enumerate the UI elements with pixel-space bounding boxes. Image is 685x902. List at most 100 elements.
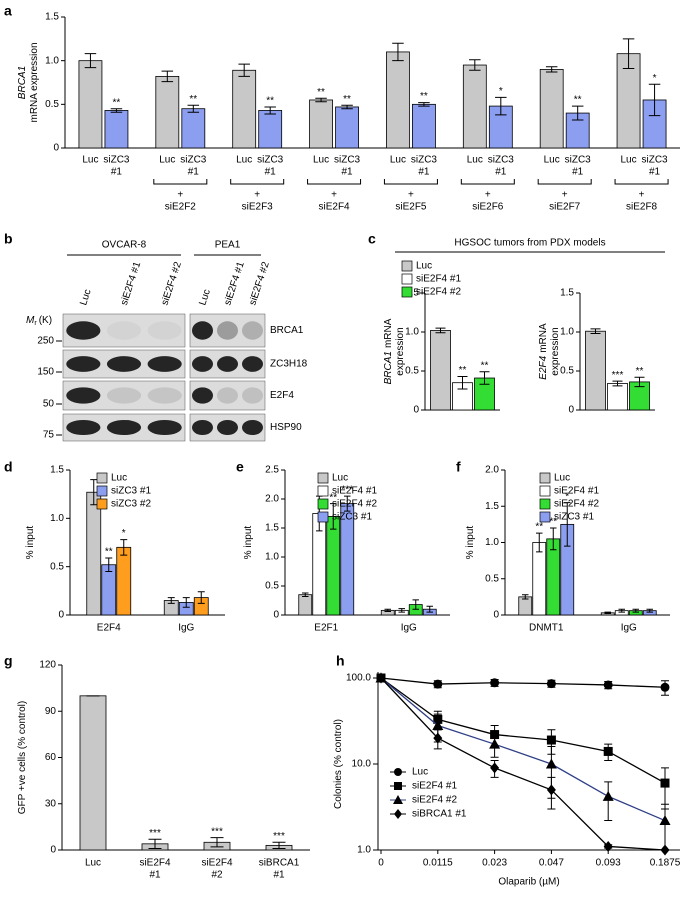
y-axis-label: BRCA1 mRNA	[383, 318, 394, 384]
error-bar	[315, 97, 327, 103]
panel-letter: g	[4, 653, 13, 669]
significance-label: *	[122, 528, 126, 539]
y-axis-label-part: expression	[395, 327, 406, 375]
y-tick-label: 10.0	[352, 759, 372, 770]
marker	[603, 746, 613, 756]
marker	[602, 790, 614, 801]
marker	[394, 782, 402, 790]
x-tick-label: siE2F4	[139, 858, 171, 869]
blot-band	[217, 356, 238, 372]
y-axis-label: % input	[465, 526, 476, 560]
y-axis-label-part: mRNA	[538, 323, 549, 353]
lane-label: Luc	[197, 288, 212, 307]
x-tick-label: E2F4	[97, 623, 121, 634]
blot-band	[66, 419, 101, 436]
marker	[660, 682, 670, 692]
group-prefix: +	[177, 190, 183, 201]
legend-label: siE2F4 #2	[412, 795, 457, 806]
legend-label: siE2F4 #1	[416, 274, 461, 285]
x-tick-label: #1	[273, 870, 285, 881]
error-bar	[330, 503, 337, 530]
group-bracket	[153, 179, 208, 185]
bar	[532, 542, 547, 616]
marker	[546, 679, 556, 689]
error-bar	[90, 479, 98, 506]
bar-label: siZC3	[411, 155, 438, 166]
marker	[546, 784, 556, 796]
panel-letter: c	[368, 231, 376, 247]
error-bar	[426, 605, 433, 613]
blot-band	[217, 419, 238, 436]
bar	[539, 69, 564, 149]
error-bar	[661, 803, 669, 851]
x-tick-label: 0.1875	[650, 858, 681, 869]
x-tick-label: E2F1	[314, 623, 338, 634]
legend-swatch	[96, 472, 108, 484]
legend-label: siE2F4 #1	[332, 486, 377, 497]
mw-marker: 50	[43, 399, 55, 410]
significance-label: **	[420, 91, 428, 102]
bar	[386, 51, 410, 149]
marker	[490, 678, 500, 688]
error-bar	[344, 495, 351, 512]
y-axis-label: GFP +ve cells (% control)	[17, 701, 28, 814]
error-bar	[648, 83, 661, 117]
y-tick-label: 1.0	[405, 327, 419, 338]
marker	[546, 735, 556, 745]
series-line	[380, 677, 666, 851]
y-axis-label: expression	[395, 327, 406, 375]
x-tick-label: siE2F4	[201, 858, 233, 869]
blot-band	[66, 387, 101, 404]
bar-label: siZC3	[642, 155, 669, 166]
error-bar	[571, 105, 584, 121]
bar	[335, 106, 359, 149]
mr-subscript: r	[34, 320, 37, 327]
error-bar	[341, 104, 353, 110]
bar	[181, 108, 206, 149]
y-tick-label: 1.0	[357, 845, 371, 856]
blot-band	[217, 321, 238, 340]
error-bar	[210, 837, 224, 848]
significance-label: ***	[211, 826, 223, 837]
legend-label: siE2F4 #2	[416, 287, 461, 298]
y-axis-label-part: % input	[25, 526, 36, 560]
legend-label: siE2F4 #1	[554, 486, 599, 497]
blot-band	[242, 419, 263, 436]
bar-label: Luc	[390, 155, 406, 166]
group-label: siE2F6	[472, 202, 504, 213]
bar	[79, 695, 107, 851]
bar	[232, 69, 257, 149]
marker	[433, 679, 443, 689]
legend-swatch	[401, 286, 413, 298]
marker	[432, 720, 444, 731]
blot-band	[106, 356, 142, 372]
significance-label: ***	[612, 370, 624, 381]
protein-label: HSP90	[270, 422, 302, 433]
bar	[462, 64, 487, 149]
blot-band	[192, 419, 213, 436]
blot-band	[242, 387, 263, 404]
lane-label: siE2F4 #1	[119, 260, 144, 307]
blot-panel	[62, 313, 186, 348]
y-tick-label: 2.0	[485, 465, 499, 476]
error-bar	[545, 66, 558, 73]
y-axis-label-part: GFP +ve cells (% control)	[17, 701, 28, 814]
bar-label: #1	[111, 167, 123, 178]
bar-label: #1	[495, 167, 507, 178]
y-tick-label: 0.5	[50, 561, 64, 572]
bar	[607, 383, 628, 411]
blot-band	[106, 387, 142, 404]
mw-marker: 150	[37, 367, 54, 378]
error-bar	[604, 781, 613, 822]
y-tick-label: 1.0	[50, 513, 64, 524]
y-axis-label: mRNA expression	[29, 42, 40, 122]
marker	[660, 778, 670, 788]
y-tick-label: 0	[58, 610, 64, 621]
legend-label: Luc	[332, 473, 348, 484]
error-bar	[522, 594, 529, 600]
bar-label: #1	[418, 167, 430, 178]
bar-label: siZC3	[257, 155, 284, 166]
error-bar	[612, 380, 623, 387]
significance-label: *	[653, 73, 657, 84]
significance-label: ***	[273, 831, 285, 842]
